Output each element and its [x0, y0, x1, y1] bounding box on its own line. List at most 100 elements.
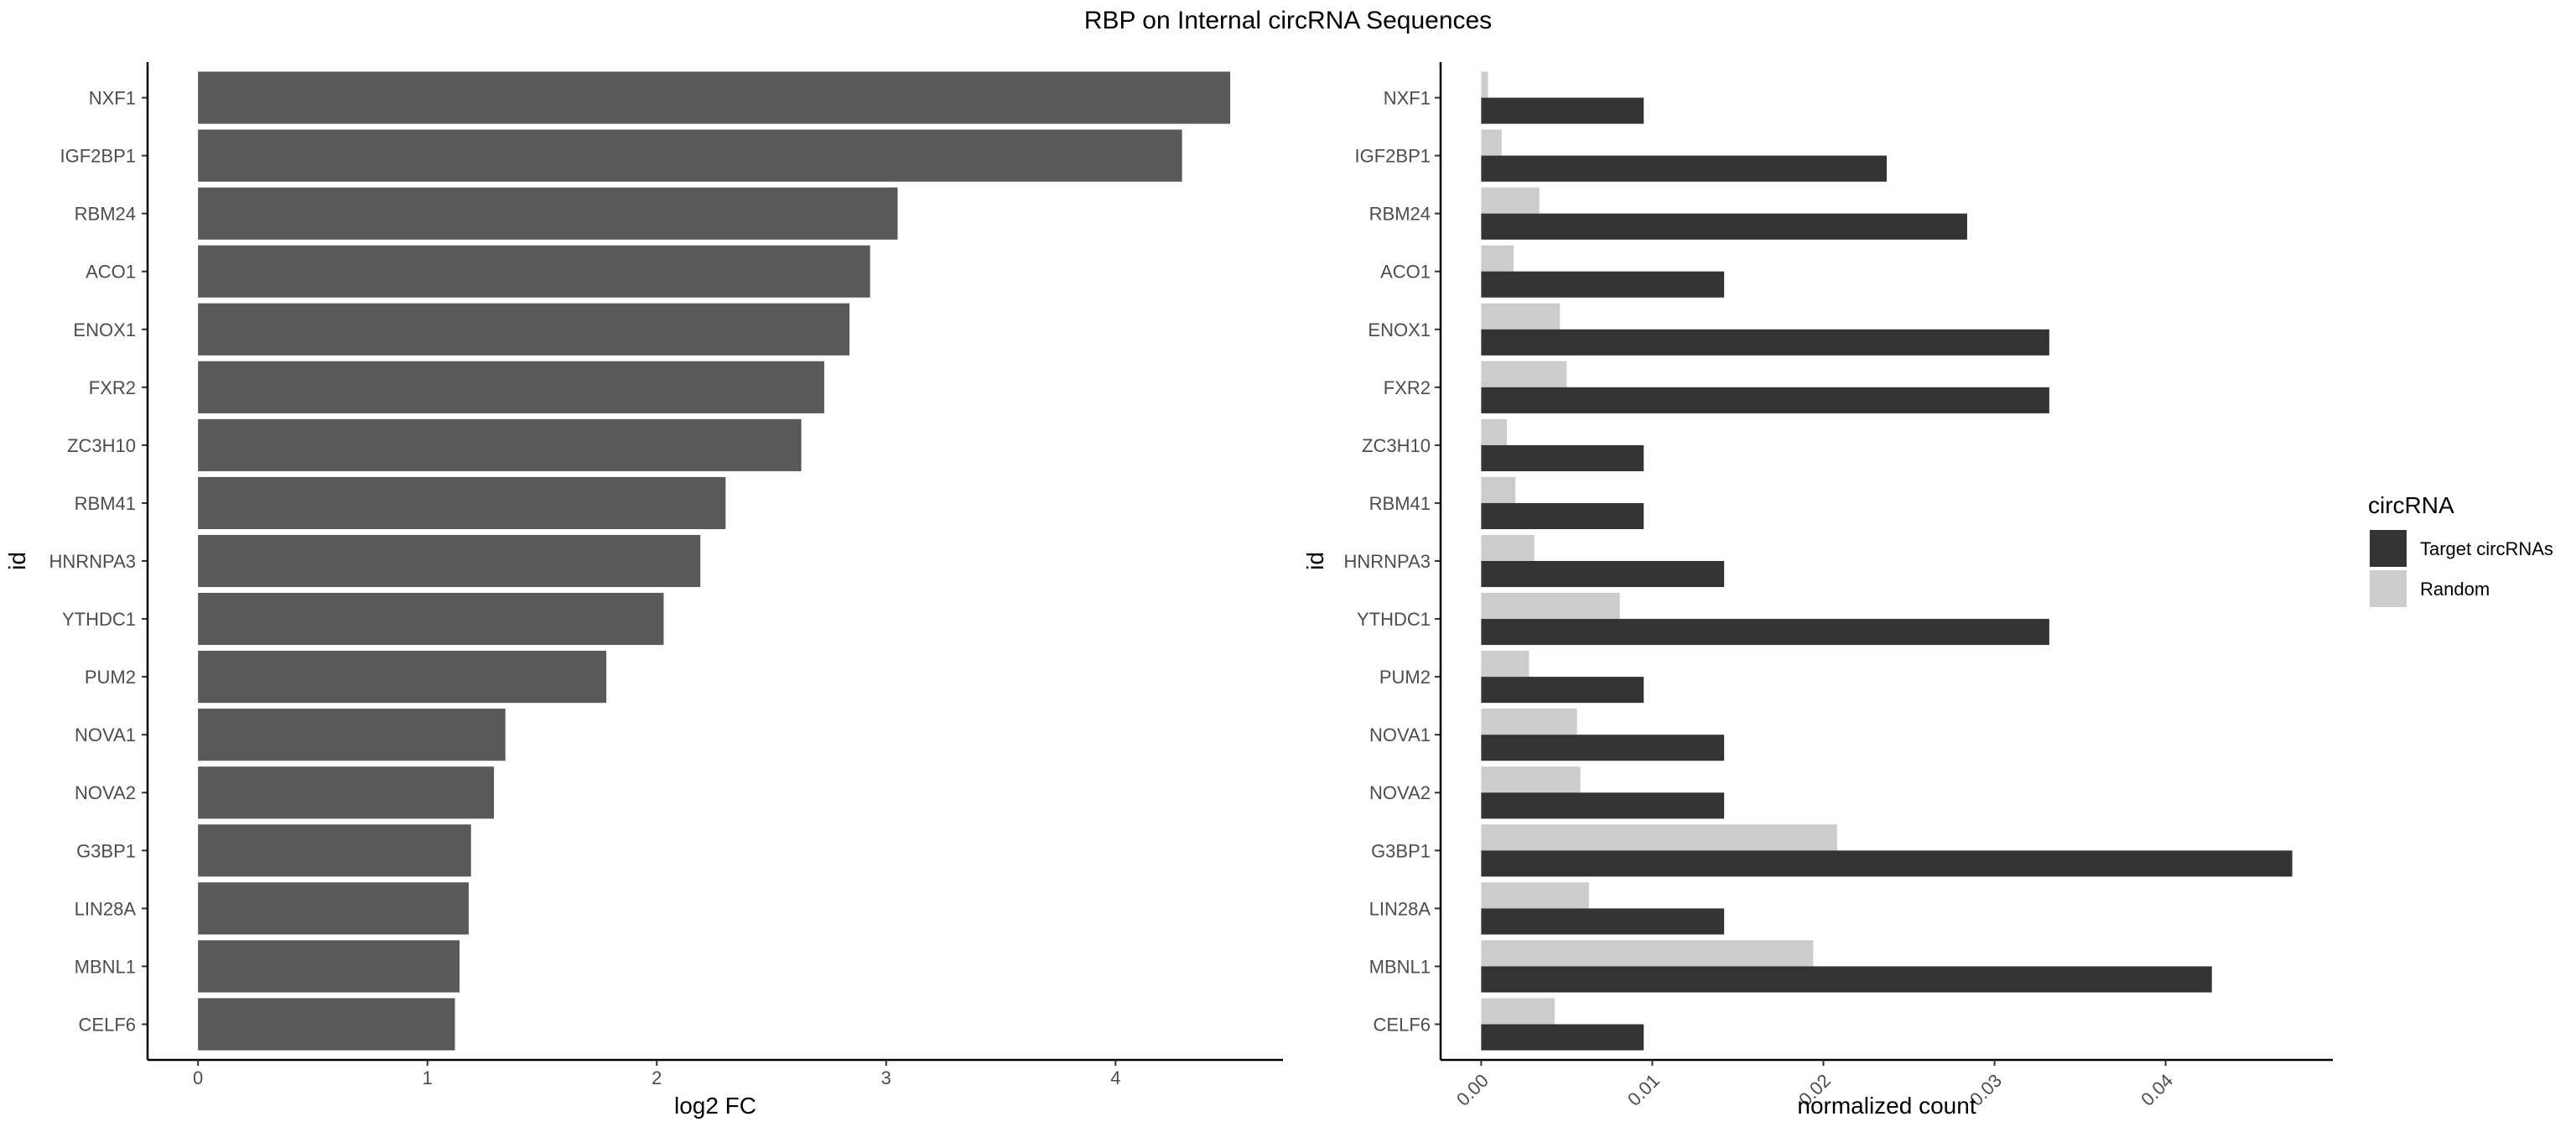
bar-rbm24	[198, 187, 898, 240]
bar-target-circrnas-aco1	[1481, 271, 1725, 298]
y-tick-label-nova2: NOVA2	[75, 782, 136, 803]
bar-target-circrnas-zc3h10	[1481, 444, 1644, 471]
y-tick-label-ythdc1: YTHDC1	[62, 609, 136, 630]
x-tick-label-4: 4	[1110, 1067, 1120, 1088]
y-tick-label-pum2: PUM2	[1379, 667, 1431, 688]
y-tick-label-zc3h10: ZC3H10	[1362, 435, 1431, 456]
bar-target-circrnas-g3bp1	[1481, 850, 2293, 877]
bar-celf6	[198, 998, 455, 1051]
bar-ythdc1	[198, 592, 664, 646]
bar-rbm41	[198, 476, 726, 530]
bar-enox1	[198, 303, 850, 356]
bar-target-circrnas-celf6	[1481, 1024, 1644, 1051]
bar-target-circrnas-enox1	[1481, 329, 2049, 356]
x-axis-title: normalized count	[1797, 1093, 1976, 1119]
x-tick-label-2: 2	[652, 1067, 662, 1088]
y-tick-label-rbm24: RBM24	[1369, 204, 1431, 225]
bar-random-nova2	[1481, 766, 1581, 793]
y-tick-label-hnrnpa3: HNRNPA3	[1343, 551, 1431, 572]
bar-aco1	[198, 245, 870, 298]
bar-target-circrnas-rbm41	[1481, 502, 1644, 530]
y-tick-label-lin28a: LIN28A	[75, 898, 137, 919]
y-tick-label-pum2: PUM2	[85, 667, 136, 688]
y-tick-label-igf2bp1: IGF2BP1	[60, 146, 136, 167]
bar-random-rbm24	[1481, 187, 1540, 214]
x-axis-title: log2 FC	[674, 1093, 756, 1119]
bar-random-igf2bp1	[1481, 129, 1502, 156]
bar-target-circrnas-nxf1	[1481, 97, 1644, 124]
bar-target-circrnas-pum2	[1481, 677, 1644, 704]
y-tick-label-fxr2: FXR2	[1384, 377, 1431, 398]
y-tick-label-mbnl1: MBNL1	[1369, 956, 1431, 977]
legend-title: circRNA	[2368, 492, 2454, 518]
y-tick-label-rbm24: RBM24	[75, 204, 136, 225]
left-panel-log2fc: NXF1 IGF2BP1 RBM24 ACO1 ENOX1 FXR2 ZC3H10 RBM41…	[4, 62, 1283, 1119]
bar-hnrnpa3	[198, 534, 701, 588]
x-tick-label-0: 0	[193, 1067, 203, 1088]
y-tick-label-nova1: NOVA1	[75, 724, 136, 745]
bar-zc3h10	[198, 418, 802, 471]
legend: circRNA Target circRNAs Random	[2368, 492, 2553, 607]
y-tick-label-zc3h10: ZC3H10	[67, 435, 136, 456]
bar-random-zc3h10	[1481, 418, 1507, 445]
bar-target-circrnas-nova2	[1481, 792, 1725, 819]
y-tick-label-fxr2: FXR2	[89, 377, 136, 398]
bar-random-celf6	[1481, 998, 1555, 1025]
legend-label-target-circrnas: Target circRNAs	[2420, 538, 2553, 559]
y-tick-label-ythdc1: YTHDC1	[1357, 609, 1431, 630]
bar-random-rbm41	[1481, 476, 1516, 503]
bar-random-nova1	[1481, 709, 1577, 735]
y-tick-label-rbm41: RBM41	[75, 493, 136, 514]
bar-target-circrnas-rbm24	[1481, 213, 1967, 240]
bar-target-circrnas-fxr2	[1481, 387, 2049, 413]
bar-nxf1	[198, 71, 1231, 124]
bar-fxr2	[198, 361, 824, 413]
y-tick-label-nxf1: NXF1	[89, 88, 136, 109]
bar-random-pum2	[1481, 651, 1530, 678]
legend-label-random: Random	[2420, 579, 2490, 600]
y-tick-label-mbnl1: MBNL1	[75, 956, 136, 977]
bar-random-aco1	[1481, 245, 1514, 272]
y-tick-label-g3bp1: G3BP1	[76, 840, 136, 861]
bar-random-fxr2	[1481, 361, 1567, 387]
bar-target-circrnas-igf2bp1	[1481, 155, 1887, 182]
bar-random-g3bp1	[1481, 824, 1837, 851]
x-tick-label-0-00: 0.00	[1452, 1070, 1493, 1110]
legend-swatch-random	[2370, 570, 2407, 607]
bar-target-circrnas-ythdc1	[1481, 619, 2049, 646]
bar-mbnl1	[198, 940, 460, 993]
y-tick-label-nova2: NOVA2	[1369, 782, 1431, 803]
bar-g3bp1	[198, 824, 471, 877]
y-tick-label-nxf1: NXF1	[1384, 88, 1431, 109]
x-tick-label-1: 1	[423, 1067, 433, 1088]
bar-nova1	[198, 709, 506, 761]
y-tick-label-hnrnpa3: HNRNPA3	[49, 551, 136, 572]
bar-nova2	[198, 766, 495, 819]
bar-igf2bp1	[198, 129, 1182, 182]
y-axis-title: id	[4, 552, 30, 570]
bar-random-enox1	[1481, 303, 1561, 330]
y-tick-label-enox1: ENOX1	[73, 319, 136, 340]
figure-title: RBP on Internal circRNA Sequences	[1084, 7, 1492, 34]
y-axis-title: id	[1302, 552, 1328, 570]
y-tick-label-celf6: CELF6	[1374, 1014, 1431, 1035]
y-tick-label-celf6: CELF6	[79, 1014, 136, 1035]
x-tick-label-3: 3	[881, 1067, 891, 1088]
bar-target-circrnas-nova1	[1481, 735, 1725, 761]
bar-random-mbnl1	[1481, 940, 1814, 967]
legend-swatch-target-circrnas	[2370, 530, 2407, 567]
bar-target-circrnas-hnrnpa3	[1481, 561, 1725, 588]
y-tick-label-nova1: NOVA1	[1369, 724, 1431, 745]
bar-target-circrnas-lin28a	[1481, 908, 1725, 935]
y-tick-label-aco1: ACO1	[1380, 262, 1431, 283]
bar-random-hnrnpa3	[1481, 534, 1535, 561]
y-tick-label-rbm41: RBM41	[1369, 493, 1431, 514]
bar-random-ythdc1	[1481, 592, 1620, 620]
bar-random-lin28a	[1481, 882, 1589, 909]
bar-pum2	[198, 651, 607, 704]
x-tick-label-0-01: 0.01	[1623, 1070, 1664, 1110]
y-tick-label-lin28a: LIN28A	[1369, 898, 1431, 919]
y-tick-label-igf2bp1: IGF2BP1	[1355, 146, 1431, 167]
y-tick-label-g3bp1: G3BP1	[1371, 840, 1431, 861]
